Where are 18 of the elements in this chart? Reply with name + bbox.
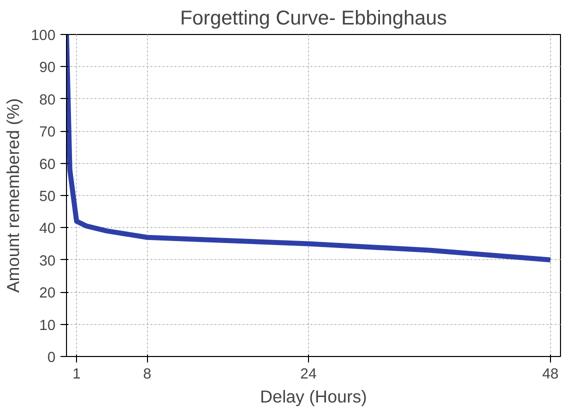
y-tick-label: 40 (39, 221, 56, 238)
y-axis-title: Amount remembered (%) (3, 98, 24, 293)
y-tick-label: 30 (39, 253, 56, 270)
x-tick-label: 24 (300, 366, 317, 382)
x-axis-title: Delay (Hours) (260, 386, 367, 406)
x-tick-label: 8 (143, 366, 152, 382)
y-tick-label: 20 (39, 286, 56, 302)
x-tick-label: 1 (72, 366, 81, 382)
x-tick-label: 48 (542, 366, 559, 382)
y-tick-label: 100 (31, 28, 56, 44)
chart-title: Forgetting Curve- Ebbinghaus (180, 8, 447, 30)
y-tick-label: 90 (39, 60, 56, 76)
y-tick-label: 10 (39, 318, 56, 334)
y-tick-label: 80 (39, 92, 56, 108)
y-tick-label: 0 (47, 350, 56, 366)
y-tick-label: 60 (39, 156, 56, 173)
y-tick-label: 50 (39, 189, 56, 205)
y-tick-label: 70 (39, 124, 56, 141)
